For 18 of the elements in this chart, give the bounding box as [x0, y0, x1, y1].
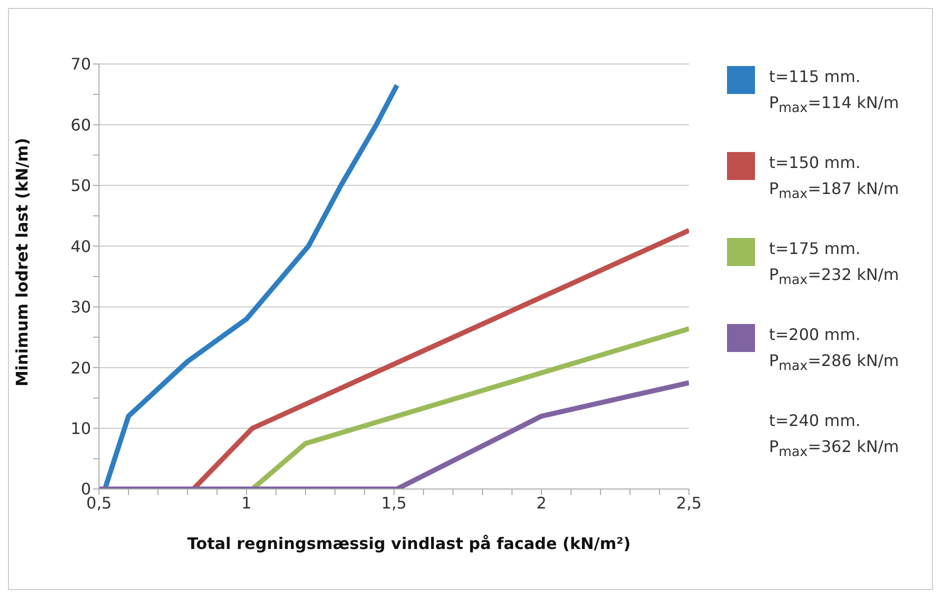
legend-label: t=200 mm. P$_{max}$=286 kN/m — [769, 324, 899, 376]
y-tick-label: 40 — [70, 236, 91, 256]
x-tick-label: 1 — [241, 493, 252, 512]
legend-label: t=115 mm. P$_{max}$=114 kN/m — [769, 66, 899, 118]
x-tick-label: 2,5 — [676, 493, 702, 512]
legend-label: t=175 mm. P$_{max}$=232 kN/m — [769, 238, 899, 290]
x-tick-label: 2 — [536, 493, 547, 512]
y-tick-label: 30 — [70, 298, 91, 317]
y-axis-title: Minimum lodret last (kN/m) — [12, 138, 32, 386]
x-axis-title: Total regningsmæssig vindlast på facade (kN/m²) — [186, 534, 632, 553]
y-tick-label: 20 — [70, 358, 91, 378]
y-tick-label: 50 — [70, 176, 91, 196]
y-tick-label: 10 — [70, 418, 91, 438]
y-tick-label: 60 — [70, 115, 91, 134]
y-tick-label: 70 — [70, 54, 91, 74]
text: t=240 mm. P$_{max}$=362 kN/m — [769, 410, 899, 462]
x-tick-label: 1,5 — [381, 493, 407, 512]
legend-label: t=150 mm. P$_{max}$=187 kN/m — [769, 152, 899, 204]
